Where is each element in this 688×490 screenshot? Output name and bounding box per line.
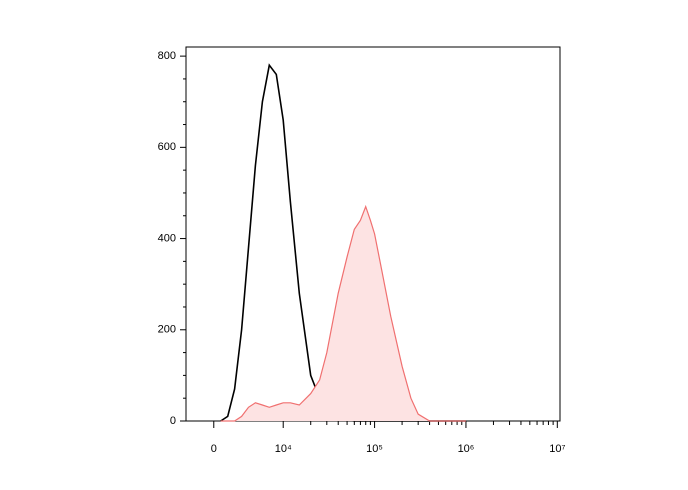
y-tick-label: 600 xyxy=(158,141,176,153)
y-tick-label: 0 xyxy=(170,415,176,427)
x-tick-label: 10⁶ xyxy=(458,443,475,455)
x-tick-label: 0 xyxy=(211,443,217,455)
x-tick-label: 10⁷ xyxy=(549,443,565,455)
histogram-line xyxy=(220,204,466,422)
x-tick-label: 10⁵ xyxy=(366,443,383,455)
x-tick-label: 10⁴ xyxy=(275,443,292,455)
y-tick-label: 800 xyxy=(158,50,176,62)
y-tick-label: 200 xyxy=(158,324,176,336)
histogram-area xyxy=(220,206,466,421)
y-tick-label: 400 xyxy=(158,232,176,244)
